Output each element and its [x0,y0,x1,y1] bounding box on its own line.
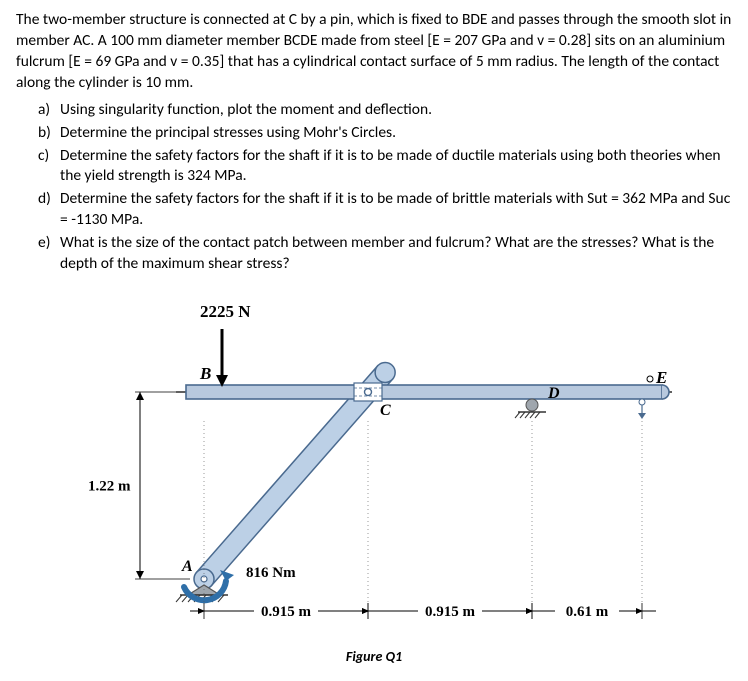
part-a-text: Using singularity function, plot the mom… [60,100,432,119]
svg-text:E: E [655,368,667,387]
svg-text:A: A [181,558,193,575]
part-a-marker: a) [38,100,50,121]
part-d-text: Determine the safety factors for the sha… [60,189,730,229]
svg-text:0.915 m: 0.915 m [261,604,312,620]
figure-q1-svg: B C D E A 2225 N 816 Nm 1.22 m 0.915 m 0.915 m 0.6… [64,287,684,637]
svg-text:816 Nm: 816 Nm [246,565,296,581]
part-d-marker: d) [38,189,51,210]
svg-text:D: D [547,385,560,402]
part-c: c) Determine the safety factors for the … [38,146,732,188]
figure-container: B C D E A 2225 N 816 Nm 1.22 m 0.915 m 0.915 m 0.6… [16,287,732,667]
part-b-marker: b) [38,123,51,144]
figure-caption: Figure Q1 [16,648,732,667]
part-e-text: What is the size of the contact patch be… [60,233,714,273]
svg-text:B: B [199,364,211,383]
svg-text:C: C [380,402,391,419]
part-b: b) Determine the principal stresses usin… [38,123,732,144]
part-b-text: Determine the principal stresses using M… [60,123,396,142]
question-parts: a) Using singularity function, plot the … [16,100,732,275]
svg-text:2225 N: 2225 N [200,302,251,321]
part-d: d) Determine the safety factors for the … [38,189,732,231]
part-e-marker: e) [38,233,50,254]
part-c-marker: c) [38,146,49,167]
part-a: a) Using singularity function, plot the … [38,100,732,121]
svg-text:1.22 m: 1.22 m [88,479,131,495]
part-c-text: Determine the safety factors for the sha… [60,146,721,186]
svg-text:0.61 m: 0.61 m [566,604,609,620]
problem-intro: The two-member structure is connected at… [16,10,732,94]
part-e: e) What is the size of the contact patch… [38,233,732,275]
svg-text:0.915 m: 0.915 m [425,604,476,620]
